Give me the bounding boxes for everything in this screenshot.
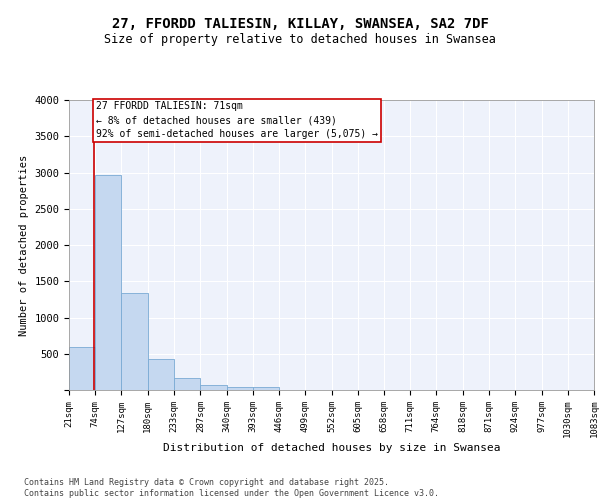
Text: Contains HM Land Registry data © Crown copyright and database right 2025.
Contai: Contains HM Land Registry data © Crown c…: [24, 478, 439, 498]
Y-axis label: Number of detached properties: Number of detached properties: [19, 154, 29, 336]
Bar: [200, 385, 227, 390]
Text: Size of property relative to detached houses in Swansea: Size of property relative to detached ho…: [104, 32, 496, 46]
Bar: [253, 388, 279, 390]
Bar: [95, 174, 121, 390]
Text: 27 FFORDD TALIESIN: 71sqm
← 8% of detached houses are smaller (439)
92% of semi-: 27 FFORDD TALIESIN: 71sqm ← 8% of detach…: [95, 102, 377, 140]
Text: 27, FFORDD TALIESIN, KILLAY, SWANSEA, SA2 7DF: 27, FFORDD TALIESIN, KILLAY, SWANSEA, SA…: [112, 18, 488, 32]
X-axis label: Distribution of detached houses by size in Swansea: Distribution of detached houses by size …: [163, 443, 500, 453]
Bar: [69, 347, 95, 390]
Bar: [227, 386, 253, 390]
Bar: [121, 293, 148, 390]
Bar: [148, 359, 174, 390]
Bar: [174, 378, 200, 390]
